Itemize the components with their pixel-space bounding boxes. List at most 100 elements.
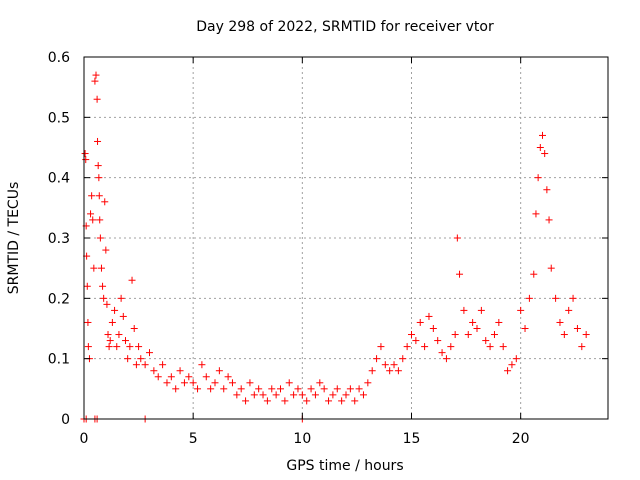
- data-point: [307, 385, 315, 393]
- data-point: [124, 355, 132, 363]
- data-point: [541, 150, 549, 158]
- data-point: [303, 397, 311, 405]
- y-tick-label: 0.6: [48, 50, 70, 66]
- data-point: [132, 361, 140, 369]
- data-point: [228, 379, 236, 387]
- data-point: [119, 312, 127, 320]
- data-point: [135, 343, 143, 351]
- data-point: [512, 355, 520, 363]
- grid: [84, 57, 608, 419]
- data-point: [333, 385, 341, 393]
- data-point: [525, 294, 533, 302]
- data-point: [90, 264, 98, 272]
- data-point: [237, 385, 245, 393]
- data-point: [259, 391, 267, 399]
- x-tick-labels: 0 5 10 15 20: [80, 431, 530, 447]
- x-tick-label: 5: [189, 431, 198, 447]
- data-point: [495, 318, 503, 326]
- data-point: [105, 343, 113, 351]
- data-point: [408, 331, 415, 339]
- data-point: [95, 174, 103, 182]
- data-point: [377, 343, 385, 351]
- x-tick-label: 15: [403, 431, 421, 447]
- data-point: [108, 318, 116, 326]
- data-point: [477, 306, 485, 314]
- data-point: [104, 331, 112, 339]
- data-point: [469, 318, 477, 326]
- data-point: [338, 397, 346, 405]
- data-point: [368, 367, 376, 375]
- data-point: [508, 361, 516, 369]
- data-point: [539, 131, 546, 139]
- y-axis-title: SRMTID / TECUs: [6, 182, 22, 295]
- data-point: [285, 379, 293, 387]
- data-point: [381, 361, 389, 369]
- data-point: [194, 385, 202, 393]
- data-point: [482, 337, 490, 345]
- data-point: [163, 379, 171, 387]
- data-point: [373, 355, 381, 363]
- data-point: [202, 373, 210, 381]
- data-point: [159, 361, 167, 369]
- data-point: [180, 379, 188, 387]
- data-point: [403, 343, 411, 351]
- data-point: [456, 270, 464, 278]
- data-point: [429, 325, 437, 332]
- data-point: [103, 300, 111, 308]
- data-point: [150, 367, 158, 375]
- data-point: [101, 198, 109, 206]
- data-point: [504, 367, 512, 375]
- axis-ticks: [83, 56, 608, 420]
- data-point: [211, 379, 219, 387]
- data-point: [569, 294, 577, 302]
- data-point: [268, 385, 276, 393]
- data-point: [121, 337, 129, 345]
- data-point: [394, 367, 402, 375]
- data-point: [88, 192, 96, 200]
- data-point: [438, 349, 446, 357]
- data-point: [83, 282, 91, 290]
- data-point: [325, 397, 333, 405]
- data-point: [146, 349, 153, 357]
- data-point: [565, 306, 573, 314]
- data-point: [172, 385, 180, 393]
- data-point: [359, 391, 367, 399]
- data-point: [342, 391, 350, 399]
- data-point: [99, 282, 107, 290]
- data-point: [547, 264, 555, 272]
- data-point: [141, 361, 149, 369]
- x-axis-title: GPS time / hours: [286, 458, 403, 474]
- data-point: [412, 337, 420, 345]
- data-point: [154, 373, 162, 381]
- data-point: [95, 192, 103, 200]
- data-point: [93, 95, 101, 103]
- chart-title: Day 298 of 2022, SRMTID for receiver vto…: [196, 19, 494, 35]
- data-point: [552, 294, 560, 302]
- data-point: [113, 343, 121, 351]
- data-point: [560, 331, 568, 339]
- data-point: [556, 318, 564, 326]
- data-point: [255, 385, 263, 393]
- data-point: [290, 391, 298, 399]
- data-point: [128, 276, 136, 284]
- y-tick-label: 0: [61, 412, 70, 428]
- data-point: [115, 331, 123, 339]
- data-point: [460, 306, 468, 314]
- data-point: [517, 306, 525, 314]
- data-point: [473, 325, 481, 332]
- data-point: [316, 379, 324, 387]
- data-point: [81, 150, 89, 158]
- data-point: [106, 337, 114, 345]
- data-point: [364, 379, 372, 387]
- data-point: [185, 373, 193, 381]
- y-tick-label: 0.4: [48, 171, 70, 187]
- data-point: [246, 379, 254, 387]
- y-tick-label: 0.5: [48, 110, 70, 126]
- data-point: [84, 318, 92, 326]
- data-point: [499, 343, 507, 351]
- data-point: [94, 137, 102, 145]
- data-point: [421, 343, 429, 351]
- data-point: [464, 331, 472, 339]
- data-point: [207, 385, 215, 393]
